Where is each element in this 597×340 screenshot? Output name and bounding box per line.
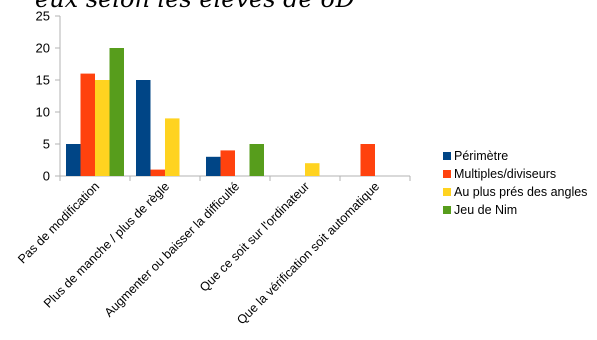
- bar-multiples-diviseurs-4: [360, 144, 375, 176]
- legend-swatch: [443, 170, 451, 178]
- bar-au-plus-pr-s-des-angles-3: [305, 163, 320, 176]
- legend-item: Multiples/diviseurs: [443, 165, 587, 183]
- legend-label: Au plus prés des angles: [454, 185, 588, 199]
- bars: [66, 48, 375, 176]
- x-tick-label: Augmenter ou baisser la difficulté: [102, 179, 242, 319]
- y-tick-label: 10: [36, 105, 50, 120]
- bar-jeu-de-nim-2: [249, 144, 264, 176]
- y-tick-label: 5: [43, 137, 50, 152]
- legend-swatch: [443, 206, 451, 214]
- bar-au-plus-pr-s-des-angles-0: [95, 80, 110, 176]
- legend-label: Périmètre: [454, 149, 509, 163]
- legend-item: Jeu de Nim: [443, 201, 587, 219]
- bar-p-rim-tre-1: [136, 80, 151, 176]
- y-tick-label: 0: [43, 169, 50, 184]
- bar-multiples-diviseurs-2: [220, 150, 235, 176]
- legend-label: Jeu de Nim: [454, 203, 518, 217]
- legend: Périmètre Multiples/diviseurs Au plus prés…: [443, 147, 587, 219]
- y-tick-label: 15: [36, 73, 50, 88]
- chart-title: eux selon les élèves de 6D: [0, 0, 597, 13]
- y-tick-label: 25: [36, 9, 50, 24]
- bar-p-rim-tre-2: [206, 156, 221, 176]
- x-tick-label: Plus de manche / plus de règle: [41, 179, 172, 310]
- bar-multiples-diviseurs-0: [80, 73, 95, 176]
- y-tick-labels: 0 5 10 15 20 25: [36, 9, 50, 184]
- x-tick-label: Que la vérification soit automatique: [234, 179, 382, 327]
- y-tick-label: 20: [36, 41, 50, 56]
- bar-au-plus-pr-s-des-angles-1: [165, 118, 180, 176]
- legend-swatch: [443, 188, 451, 196]
- bar-jeu-de-nim-0: [109, 48, 124, 176]
- legend-swatch: [443, 152, 451, 160]
- bar-p-rim-tre-0: [66, 144, 81, 176]
- legend-label: Multiples/diviseurs: [454, 167, 557, 181]
- legend-item: Au plus prés des angles: [443, 183, 587, 201]
- legend-item: Périmètre: [443, 147, 587, 165]
- bar-multiples-diviseurs-1: [150, 169, 165, 176]
